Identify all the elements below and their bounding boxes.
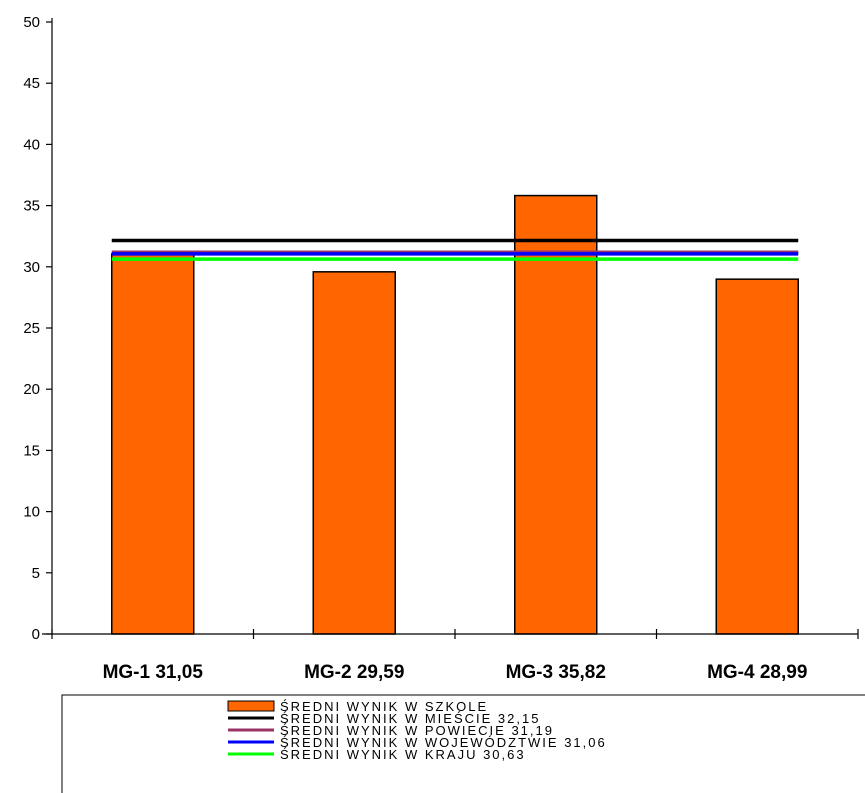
bar-4 bbox=[716, 279, 798, 634]
y-tick-label: 45 bbox=[23, 75, 40, 92]
y-tick-label: 35 bbox=[23, 198, 40, 215]
legend-swatch bbox=[228, 701, 274, 711]
y-tick-label: 0 bbox=[32, 626, 40, 643]
y-tick-label: 25 bbox=[23, 320, 40, 337]
bar-2 bbox=[313, 272, 395, 634]
bar-3 bbox=[515, 196, 597, 634]
reference-lines-layer bbox=[112, 240, 799, 259]
x-category-label: MG-1 31,05 bbox=[103, 662, 204, 683]
x-category-label: MG-3 35,82 bbox=[506, 662, 606, 683]
y-tick-label: 5 bbox=[32, 565, 40, 582]
bars-layer bbox=[112, 196, 799, 634]
y-tick-label: 10 bbox=[23, 504, 40, 521]
y-tick-label: 30 bbox=[23, 259, 40, 276]
y-tick-label: 20 bbox=[23, 381, 40, 398]
bar-1 bbox=[112, 254, 194, 634]
x-category-label: MG-4 28,99 bbox=[707, 662, 807, 683]
x-category-label: MG-2 29,59 bbox=[304, 662, 404, 683]
y-tick-label: 15 bbox=[23, 442, 40, 459]
y-tick-label: 50 bbox=[23, 14, 40, 31]
legend-label: ŚREDNI WYNIK W KRAJU 30,63 bbox=[280, 747, 526, 762]
y-tick-label: 40 bbox=[23, 136, 40, 153]
